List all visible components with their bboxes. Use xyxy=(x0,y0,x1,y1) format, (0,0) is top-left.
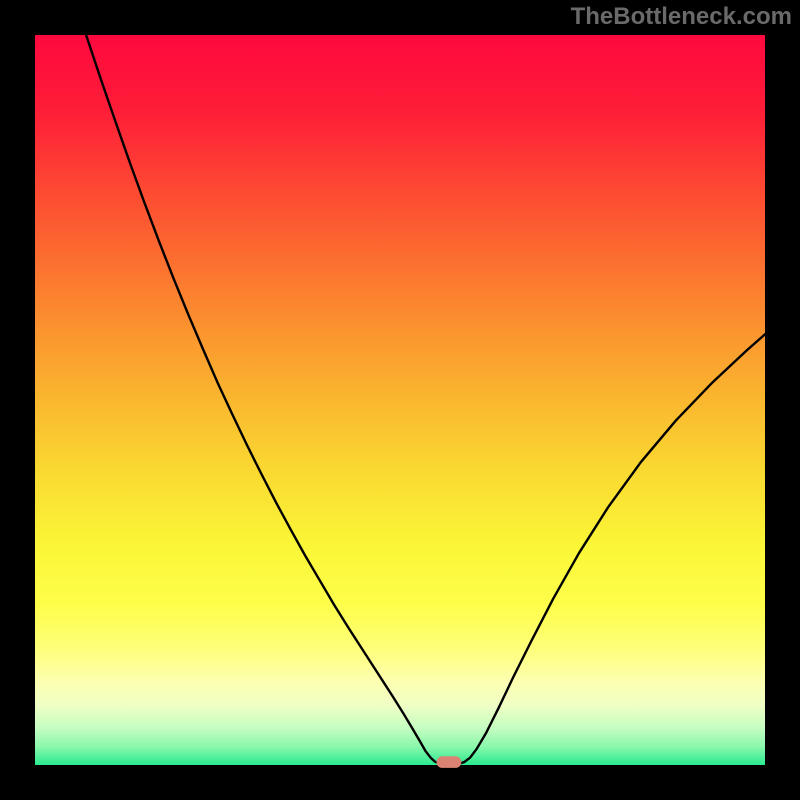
bottleneck-chart: TheBottleneck.com xyxy=(0,0,800,800)
plot-background xyxy=(35,35,765,765)
optimal-marker xyxy=(437,756,462,768)
watermark-text: TheBottleneck.com xyxy=(571,3,792,30)
